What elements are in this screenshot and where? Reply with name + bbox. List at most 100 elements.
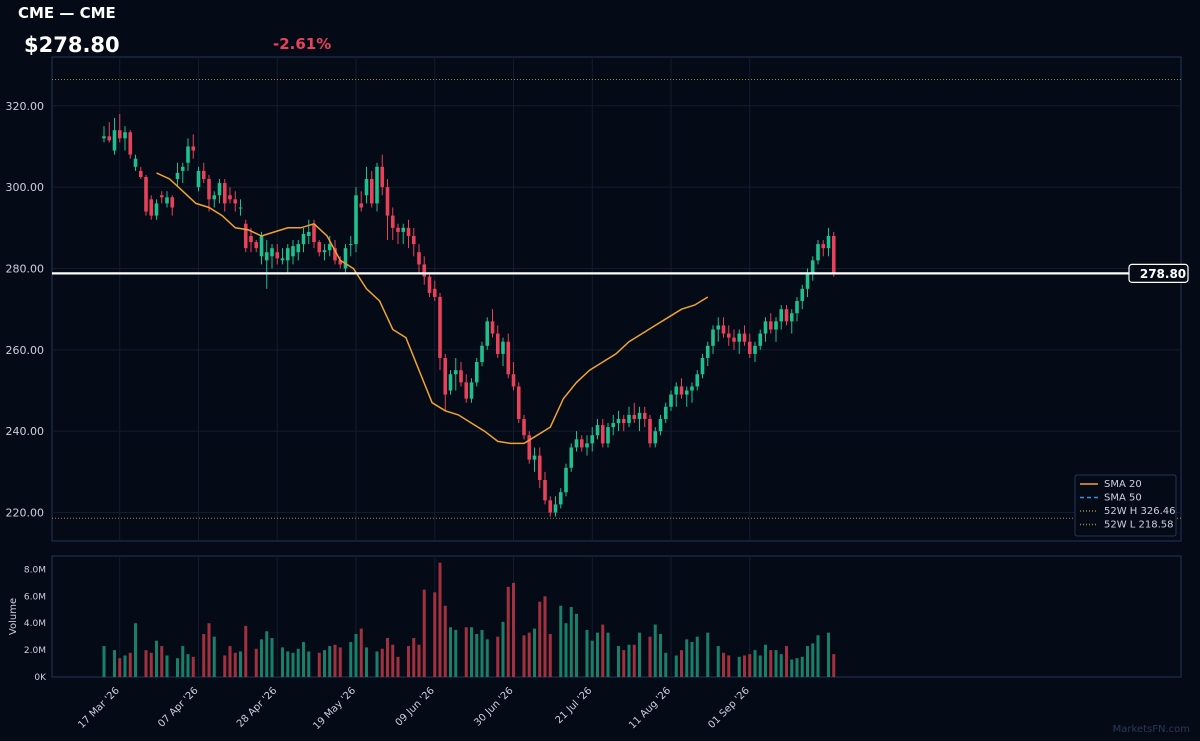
volume-bar (223, 655, 227, 677)
candle-body (469, 382, 474, 399)
candle-body (369, 179, 374, 204)
candle-body (233, 199, 238, 204)
y-tick-label: 220.00 (6, 507, 45, 520)
candle (669, 390, 673, 411)
volume-tick-label: 4.0M (24, 619, 46, 629)
sma20-line (156, 172, 709, 445)
candle-body (259, 235, 264, 257)
candle-body (180, 166, 185, 171)
candle-body (165, 197, 169, 204)
volume-bar (806, 646, 809, 677)
candle (700, 353, 705, 379)
volume-bar (155, 640, 158, 677)
candle (674, 382, 679, 407)
candle (606, 423, 610, 448)
candle (128, 130, 133, 159)
candle (170, 195, 175, 216)
volume-bar (690, 642, 694, 677)
candle (642, 406, 647, 428)
volume-bar (811, 643, 815, 677)
candle (217, 179, 222, 204)
candle-body (417, 252, 421, 265)
candle (354, 187, 358, 253)
candle (684, 386, 689, 407)
volume-bar (296, 648, 300, 677)
candle (732, 329, 736, 350)
volume-bar (338, 647, 342, 677)
candle-body (768, 321, 773, 330)
candle-body (285, 248, 290, 261)
y-tick-label: 320.00 (6, 100, 45, 113)
volume-bar (349, 642, 353, 677)
candle (459, 362, 463, 387)
candle-body (144, 176, 148, 212)
x-tick-label: 21 Jul '26 (554, 685, 595, 726)
candle (753, 341, 757, 363)
legend-entry: SMA 20 (1104, 479, 1142, 490)
candle (296, 240, 301, 261)
candle-body (291, 246, 295, 257)
candle-body (527, 435, 532, 460)
candle (595, 418, 600, 440)
candle (359, 191, 364, 212)
candle (291, 240, 295, 265)
candle-body (191, 146, 196, 151)
candle-body (747, 341, 752, 354)
candle (317, 240, 322, 257)
candle (495, 325, 500, 358)
last-price-tag-label: 278.80 (1140, 267, 1186, 281)
candle (401, 223, 406, 245)
candle (690, 382, 694, 403)
y-tick-label: 300.00 (6, 181, 45, 194)
last-price: $278.80 (24, 33, 120, 57)
candle (191, 134, 196, 159)
candle-body (375, 166, 379, 204)
volume-bar (239, 651, 242, 677)
volume-bar (438, 562, 442, 677)
candle-body (616, 418, 621, 424)
candle (516, 382, 521, 424)
volume-bar (228, 646, 232, 677)
candle (721, 317, 726, 338)
volume-bar (585, 629, 589, 677)
volume-bar (359, 628, 363, 677)
candle-body (784, 309, 789, 322)
candle-body (648, 418, 652, 444)
candle (438, 292, 442, 371)
volume-bar (470, 627, 473, 677)
candle-body (312, 223, 316, 243)
candle-body (333, 248, 337, 261)
volume-bar (260, 639, 263, 677)
volume-bar (102, 646, 106, 677)
candle (228, 187, 232, 204)
volume-bar (716, 646, 720, 677)
candle-body (212, 195, 217, 200)
candle-body (107, 136, 112, 141)
candle-body (595, 425, 600, 436)
candle (611, 414, 616, 436)
candle-body (432, 288, 437, 297)
volume-bar (564, 623, 568, 677)
candle (564, 463, 568, 497)
candle (443, 353, 448, 411)
volume-bar (748, 654, 752, 677)
x-tick-label: 30 Jun '26 (472, 685, 515, 728)
candle-body (348, 244, 353, 246)
candle (385, 179, 390, 241)
candle (411, 227, 416, 257)
x-tick-label: 09 Jun '26 (394, 685, 437, 728)
volume-bar (307, 651, 311, 677)
volume-bar (622, 650, 626, 677)
candle (417, 244, 421, 273)
candle (501, 337, 505, 367)
candle (270, 244, 274, 269)
watermark: MarketsFN.com (1112, 724, 1190, 735)
x-tick-label: 07 Apr '26 (156, 685, 200, 729)
candle-body (301, 233, 306, 245)
candle-body (663, 406, 668, 419)
candle-body (123, 132, 127, 139)
candle (306, 219, 311, 245)
volume-bar (527, 632, 531, 677)
candle-body (564, 467, 568, 493)
